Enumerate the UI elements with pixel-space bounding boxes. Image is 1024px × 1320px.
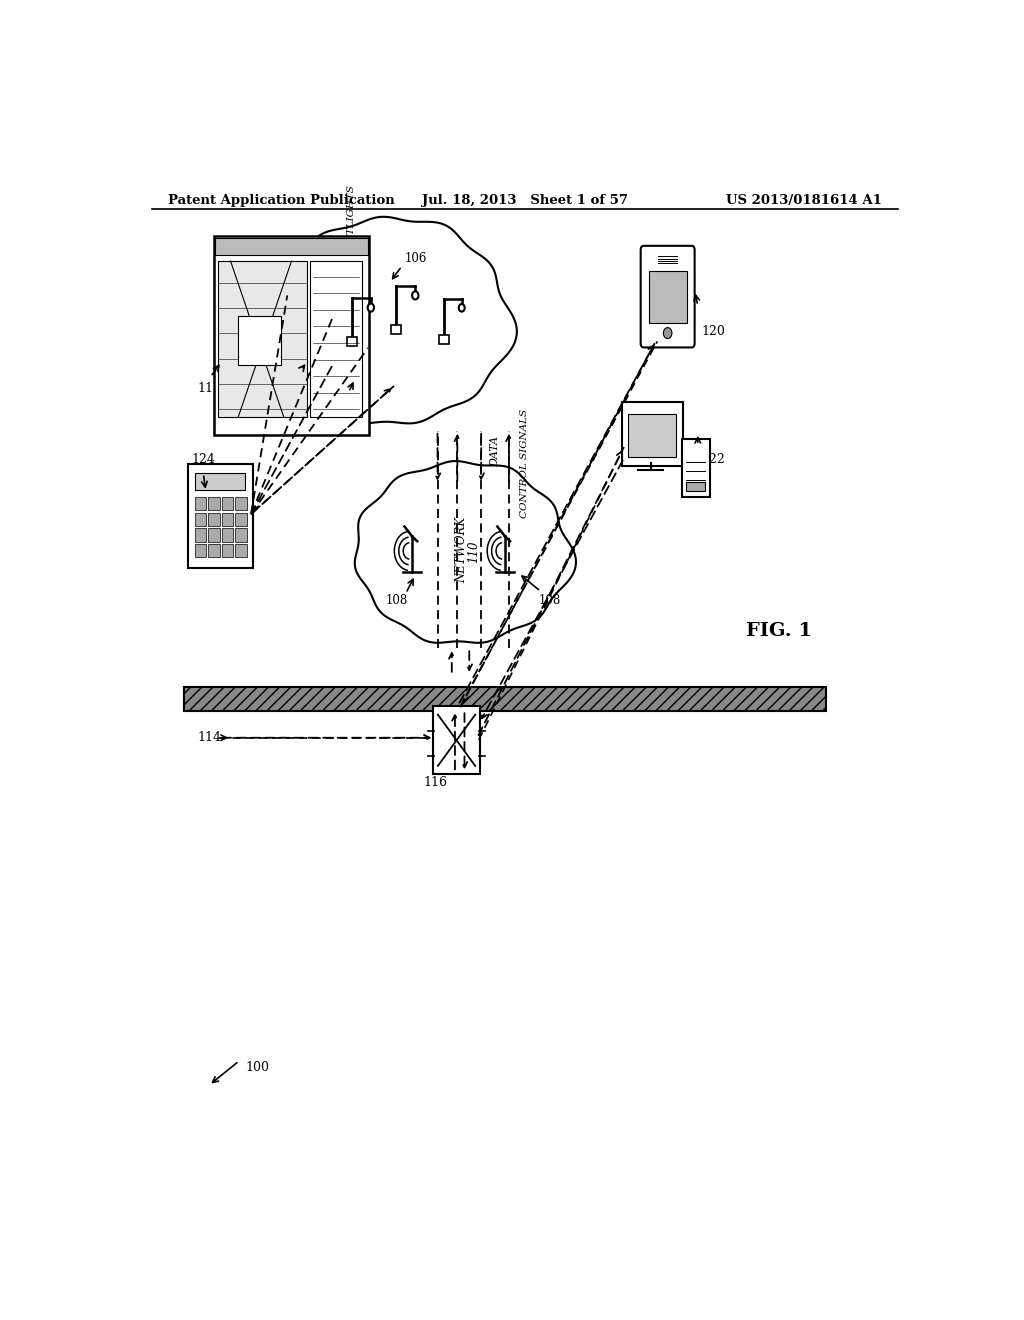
- FancyBboxPatch shape: [222, 498, 233, 511]
- Polygon shape: [272, 216, 517, 424]
- Text: Patent Application Publication: Patent Application Publication: [168, 194, 394, 207]
- FancyBboxPatch shape: [439, 335, 449, 343]
- Text: CONTROL SIGNALS: CONTROL SIGNALS: [520, 409, 529, 517]
- FancyBboxPatch shape: [236, 512, 247, 525]
- FancyBboxPatch shape: [222, 544, 233, 557]
- Text: NETWORK OF STREETLIGHTS: NETWORK OF STREETLIGHTS: [347, 185, 356, 351]
- FancyBboxPatch shape: [310, 261, 361, 417]
- FancyBboxPatch shape: [236, 528, 247, 541]
- FancyBboxPatch shape: [195, 498, 206, 511]
- Text: 114: 114: [198, 731, 222, 744]
- Text: 100: 100: [246, 1061, 269, 1074]
- FancyBboxPatch shape: [648, 272, 687, 323]
- FancyBboxPatch shape: [222, 512, 233, 525]
- Text: 124: 124: [191, 453, 215, 466]
- FancyBboxPatch shape: [391, 325, 401, 334]
- FancyBboxPatch shape: [236, 498, 247, 511]
- FancyBboxPatch shape: [187, 465, 253, 568]
- FancyBboxPatch shape: [622, 403, 683, 466]
- Text: 118: 118: [198, 383, 222, 395]
- Circle shape: [412, 292, 419, 300]
- FancyBboxPatch shape: [218, 261, 307, 417]
- Text: 104: 104: [284, 364, 306, 378]
- Text: US 2013/0181614 A1: US 2013/0181614 A1: [726, 194, 882, 207]
- FancyBboxPatch shape: [183, 686, 826, 711]
- Circle shape: [368, 304, 374, 312]
- FancyBboxPatch shape: [215, 238, 368, 255]
- Text: 120: 120: [701, 325, 725, 338]
- FancyBboxPatch shape: [682, 438, 710, 498]
- FancyBboxPatch shape: [208, 528, 220, 541]
- Text: NETWORK: NETWORK: [455, 516, 468, 582]
- Text: 102: 102: [344, 396, 367, 408]
- FancyBboxPatch shape: [236, 544, 247, 557]
- Text: FIG. 1: FIG. 1: [745, 622, 812, 640]
- Text: 108: 108: [539, 594, 561, 607]
- FancyBboxPatch shape: [641, 246, 694, 347]
- FancyBboxPatch shape: [347, 337, 357, 346]
- FancyBboxPatch shape: [686, 482, 705, 491]
- Polygon shape: [354, 461, 575, 643]
- Circle shape: [459, 304, 465, 312]
- FancyBboxPatch shape: [628, 413, 677, 457]
- Text: 106: 106: [404, 252, 427, 265]
- FancyBboxPatch shape: [239, 315, 281, 364]
- FancyBboxPatch shape: [208, 498, 220, 511]
- FancyBboxPatch shape: [195, 544, 206, 557]
- Text: Jul. 18, 2013   Sheet 1 of 57: Jul. 18, 2013 Sheet 1 of 57: [422, 194, 628, 207]
- Circle shape: [664, 327, 672, 339]
- FancyBboxPatch shape: [195, 474, 246, 490]
- FancyBboxPatch shape: [195, 512, 206, 525]
- Text: 108: 108: [386, 594, 409, 607]
- FancyBboxPatch shape: [433, 706, 480, 775]
- FancyBboxPatch shape: [214, 236, 370, 434]
- FancyBboxPatch shape: [195, 528, 206, 541]
- Text: DATA: DATA: [490, 436, 501, 467]
- FancyBboxPatch shape: [208, 544, 220, 557]
- Text: 116: 116: [424, 776, 447, 788]
- FancyBboxPatch shape: [222, 528, 233, 541]
- Text: 122: 122: [701, 453, 725, 466]
- FancyBboxPatch shape: [208, 512, 220, 525]
- Text: 110: 110: [467, 540, 479, 564]
